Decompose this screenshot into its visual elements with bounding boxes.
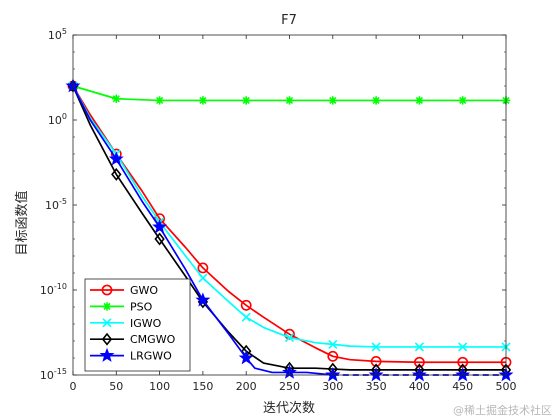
data-point <box>371 96 381 105</box>
series-gwo <box>67 80 512 368</box>
x-tick-label: 100 <box>149 380 170 393</box>
data-point <box>414 342 424 352</box>
ticks-layer: 0 50 100 150 200 250 300 350 400 450 500 105 100 10-5… <box>40 27 517 393</box>
x-tick-label: 300 <box>322 380 343 393</box>
series-line <box>72 85 506 348</box>
data-point <box>371 342 381 352</box>
legend-entry: CMGWO <box>90 332 176 346</box>
data-point <box>155 96 164 105</box>
data-point <box>458 96 467 105</box>
y-axis-label: 目标函数值 <box>14 190 30 255</box>
x-tick-label: 0 <box>70 380 77 393</box>
legend-entry: PSO <box>90 300 153 313</box>
x-tick-label: 50 <box>109 380 123 393</box>
data-point <box>154 232 165 246</box>
legend: GWO PSO IGWO CMGWO LRGWO <box>84 278 191 372</box>
data-point <box>238 350 254 365</box>
legend-label: GWO <box>130 284 158 297</box>
legend-marker <box>101 284 113 296</box>
x-tick-label: 500 <box>496 380 517 393</box>
data-point <box>284 328 295 340</box>
data-point <box>198 96 208 105</box>
x-tick-label: 200 <box>236 380 257 393</box>
legend-marker <box>102 318 112 328</box>
data-point <box>112 94 121 103</box>
data-point <box>327 350 339 362</box>
data-point <box>328 339 338 349</box>
y-tick-label: 10-15 <box>40 367 67 382</box>
y-tick-label: 105 <box>48 27 67 42</box>
series-cmgwo <box>67 79 512 377</box>
data-point <box>242 96 251 105</box>
data-point <box>370 355 382 367</box>
data-point <box>241 312 251 322</box>
data-point <box>152 219 168 234</box>
legend-entry: LRGWO <box>90 347 172 363</box>
data-point <box>240 299 252 311</box>
legend-marker <box>99 347 115 362</box>
data-point <box>197 262 209 274</box>
y-tick-label: 10-10 <box>40 282 67 297</box>
data-point <box>458 342 468 352</box>
y-tick-label: 100 <box>48 112 67 127</box>
legend-box <box>84 278 191 372</box>
series-line <box>72 85 506 371</box>
data-point <box>284 333 295 343</box>
legend-entry: GWO <box>90 284 158 297</box>
series-line <box>72 85 506 364</box>
x-axis-label: 迭代次数 <box>263 400 315 416</box>
legend-marker <box>101 332 113 346</box>
data-point <box>457 356 469 368</box>
y-tick-label: 10-5 <box>45 197 67 212</box>
data-point <box>108 151 124 166</box>
data-point <box>198 273 208 283</box>
data-point <box>415 96 424 105</box>
legend-label: CMGWO <box>130 333 176 346</box>
chart-title: F7 <box>281 13 297 28</box>
x-tick-label: 400 <box>409 380 430 393</box>
legend-entry: IGWO <box>90 317 162 330</box>
x-tick-label: 250 <box>279 380 300 393</box>
legend-label: PSO <box>130 300 153 313</box>
data-point <box>195 292 211 307</box>
legend-label: IGWO <box>130 317 162 330</box>
data-point <box>413 356 425 368</box>
data-point <box>328 96 337 105</box>
data-point <box>285 96 294 105</box>
x-tick-label: 150 <box>192 380 213 393</box>
legend-label: LRGWO <box>130 350 172 363</box>
x-tick-label: 450 <box>452 380 473 393</box>
watermark-text: @稀土掘金技术社区 <box>453 403 552 417</box>
x-tick-label: 350 <box>366 380 387 393</box>
legend-marker <box>102 302 112 311</box>
data-point <box>111 167 122 181</box>
